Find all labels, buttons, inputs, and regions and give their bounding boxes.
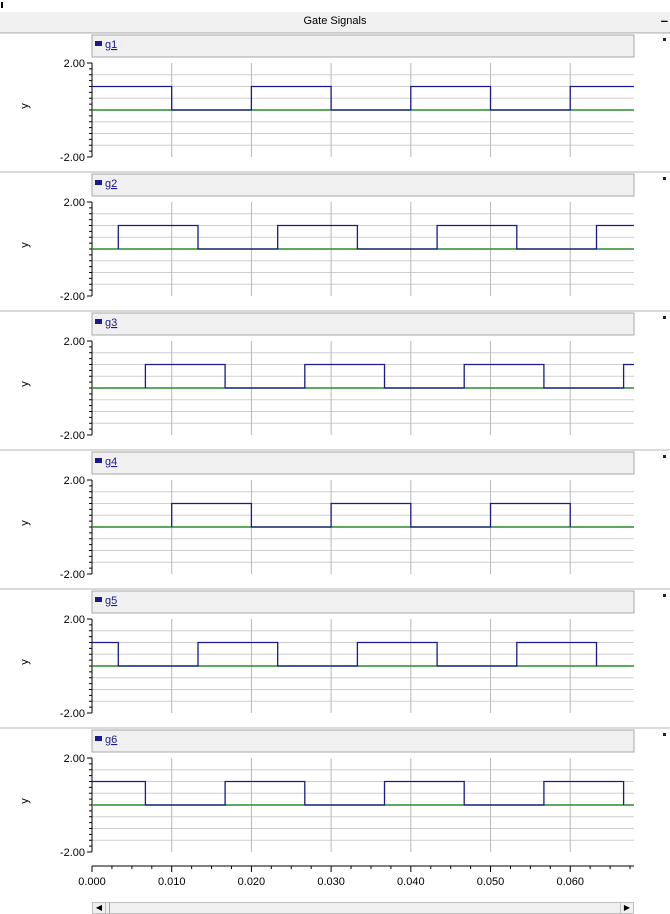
y-axis-label: y — [19, 103, 31, 109]
y-axis-label: y — [19, 659, 31, 665]
y-tick-label-bottom: -2.00 — [60, 847, 85, 859]
scroll-thumb[interactable] — [109, 903, 116, 913]
signal-g3-line — [144, 363, 634, 389]
legend-swatch-icon — [95, 41, 102, 46]
y-tick-label-bottom: -2.00 — [60, 291, 85, 303]
title-bar: Gate Signals – — [0, 12, 670, 33]
panel-marker — [663, 316, 666, 319]
scroll-right-arrow-icon[interactable]: ▶ — [620, 903, 633, 913]
x-tick-label: 0.040 — [397, 876, 425, 888]
y-axis-label: y — [19, 798, 31, 804]
legend-bar — [91, 173, 635, 197]
signal-g4-line — [171, 502, 571, 528]
legend-bar — [91, 451, 635, 475]
legend-swatch-icon — [95, 597, 102, 602]
legend-bar — [91, 729, 635, 753]
legend-label: g2 — [105, 178, 117, 190]
signal-g2-line — [117, 224, 634, 250]
legend-swatch-icon — [95, 458, 102, 463]
y-tick-label-top: 2.00 — [64, 336, 85, 348]
y-tick-label-top: 2.00 — [64, 197, 85, 209]
legend-label: g5 — [105, 595, 117, 607]
y-tick-label-top: 2.00 — [64, 475, 85, 487]
y-tick-label-top: 2.00 — [64, 58, 85, 70]
gate-signals-plots: g1 2.00 -2.00 y g2 2.00 -2.00 y g3 2.00 -2.00 y g4 2.… — [0, 33, 670, 888]
x-tick-label: 0.000 — [78, 876, 106, 888]
signal-g5-line — [92, 641, 598, 667]
panel-marker — [663, 594, 666, 597]
legend-label: g3 — [105, 317, 117, 329]
legend-swatch-icon — [95, 736, 102, 741]
legend-bar — [91, 34, 635, 58]
y-axis-label: y — [19, 520, 31, 526]
y-tick-label-bottom: -2.00 — [60, 152, 85, 164]
x-tick-label: 0.050 — [477, 876, 505, 888]
x-tick-label: 0.030 — [317, 876, 345, 888]
legend-label: g1 — [105, 39, 117, 51]
y-tick-label-top: 2.00 — [64, 753, 85, 765]
y-tick-label-bottom: -2.00 — [60, 708, 85, 720]
legend-swatch-icon — [95, 180, 102, 185]
legend-label: g6 — [105, 734, 117, 746]
horizontal-scrollbar[interactable]: ◀ ▶ — [92, 902, 634, 914]
x-tick-label: 0.020 — [238, 876, 266, 888]
y-axis-label: y — [19, 381, 31, 387]
legend-bar — [91, 312, 635, 336]
signal-g6-line — [92, 780, 625, 806]
panel-marker — [663, 38, 666, 41]
y-tick-label-bottom: -2.00 — [60, 430, 85, 442]
panel-marker — [663, 733, 666, 736]
scroll-left-arrow-icon[interactable]: ◀ — [93, 903, 106, 913]
legend-bar — [91, 590, 635, 614]
x-tick-label: 0.060 — [556, 876, 584, 888]
signal-g1-line — [92, 85, 634, 111]
y-axis-label: y — [19, 242, 31, 248]
panel-marker — [663, 455, 666, 458]
x-tick-label: 0.010 — [158, 876, 186, 888]
corner-dot — [1, 2, 3, 8]
legend-swatch-icon — [95, 319, 102, 324]
y-tick-label-top: 2.00 — [64, 614, 85, 626]
minimize-button[interactable]: – — [660, 13, 668, 28]
legend-label: g4 — [105, 456, 117, 468]
window-title: Gate Signals — [303, 15, 367, 27]
y-tick-label-bottom: -2.00 — [60, 569, 85, 581]
panel-marker — [663, 177, 666, 180]
